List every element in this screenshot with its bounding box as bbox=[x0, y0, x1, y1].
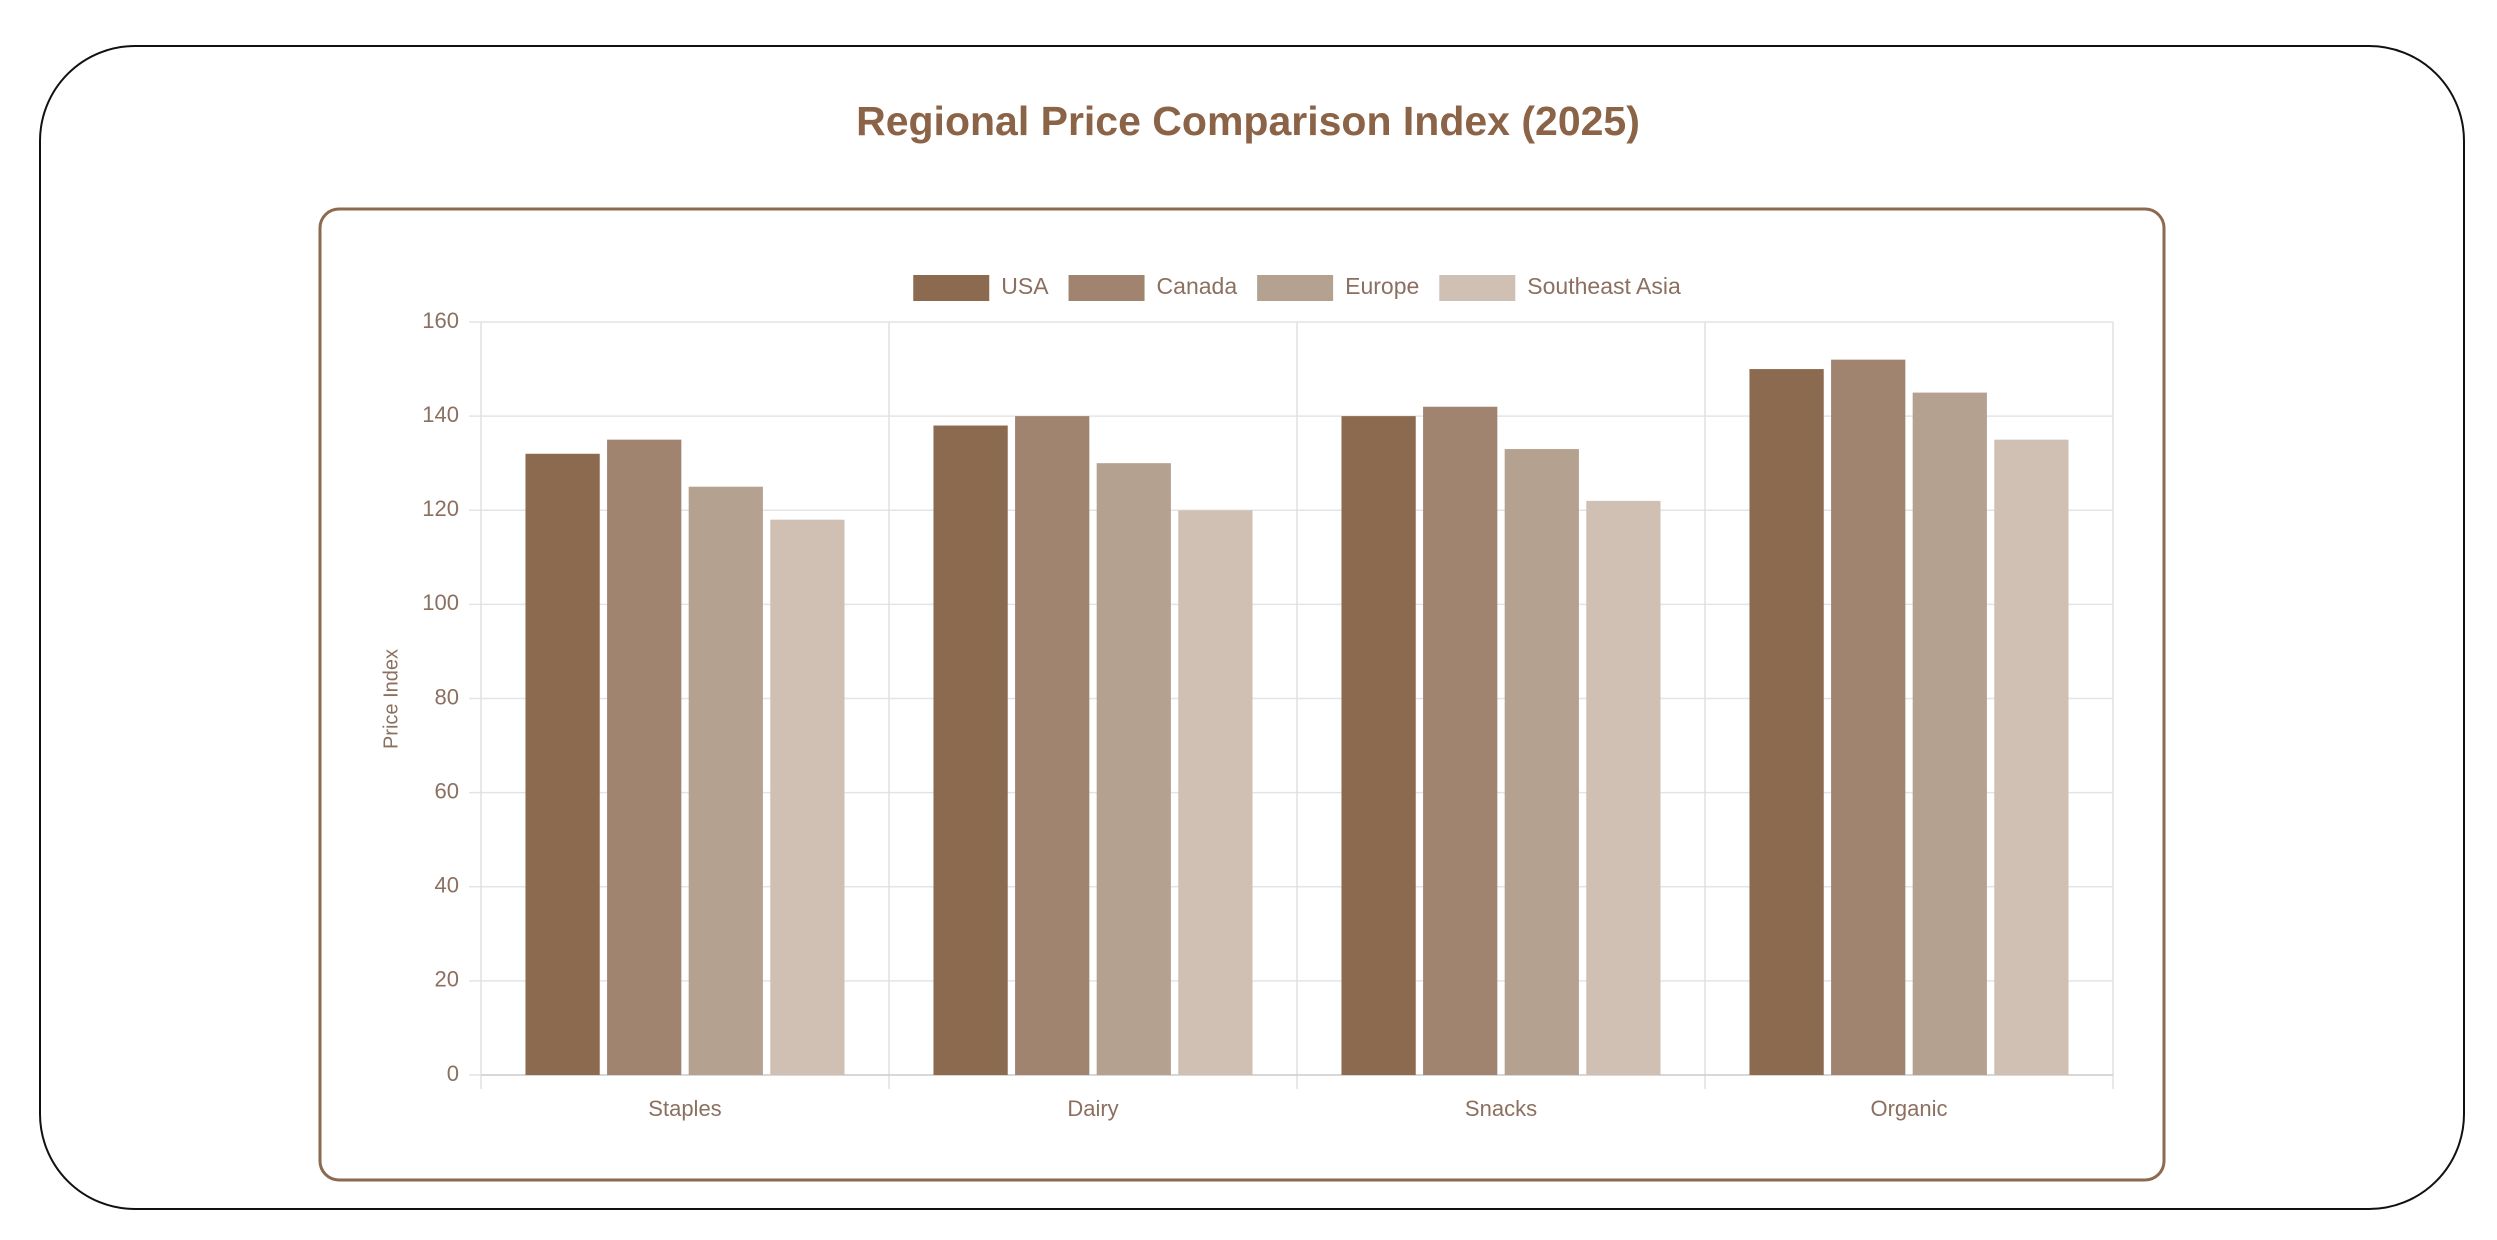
legend-label: Canada bbox=[1157, 273, 1238, 299]
y-tick-label: 80 bbox=[435, 684, 459, 709]
x-tick-label: Snacks bbox=[1465, 1096, 1537, 1121]
legend-label: Southeast Asia bbox=[1527, 273, 1681, 299]
legend-label: Europe bbox=[1345, 273, 1419, 299]
bar bbox=[1994, 439, 2069, 1075]
bar bbox=[688, 486, 763, 1075]
y-tick-label: 120 bbox=[422, 496, 459, 521]
y-tick-label: 160 bbox=[422, 308, 459, 333]
bar bbox=[1341, 416, 1416, 1075]
bar bbox=[1504, 449, 1579, 1076]
bar bbox=[1178, 510, 1253, 1075]
x-tick-label: Staples bbox=[648, 1096, 721, 1121]
y-tick-label: 40 bbox=[435, 873, 459, 898]
y-tick-label: 0 bbox=[447, 1061, 459, 1086]
bar bbox=[770, 519, 845, 1075]
legend-swatch bbox=[1257, 275, 1334, 301]
y-tick-label: 60 bbox=[435, 778, 459, 803]
x-tick-label: Organic bbox=[1870, 1096, 1947, 1121]
bar bbox=[1015, 416, 1090, 1075]
y-tick-label: 20 bbox=[435, 967, 459, 992]
bar bbox=[1423, 406, 1498, 1075]
bar bbox=[607, 439, 682, 1075]
y-tick-label: 100 bbox=[422, 590, 459, 615]
y-tick-label: 140 bbox=[422, 402, 459, 427]
bar bbox=[1586, 500, 1661, 1075]
chart-title: Regional Price Comparison Index (2025) bbox=[856, 98, 1640, 144]
y-axis-title: Price Index bbox=[380, 649, 402, 749]
bar bbox=[1096, 463, 1171, 1075]
x-tick-label: Dairy bbox=[1067, 1096, 1118, 1121]
bar bbox=[1831, 359, 1906, 1075]
legend-swatch bbox=[913, 275, 990, 301]
legend-swatch bbox=[1068, 275, 1145, 301]
bar bbox=[1749, 369, 1824, 1075]
bar bbox=[933, 425, 1008, 1076]
bar bbox=[525, 453, 600, 1075]
legend-label: USA bbox=[1001, 273, 1049, 299]
legend-swatch bbox=[1439, 275, 1516, 301]
bar bbox=[1912, 392, 1987, 1075]
